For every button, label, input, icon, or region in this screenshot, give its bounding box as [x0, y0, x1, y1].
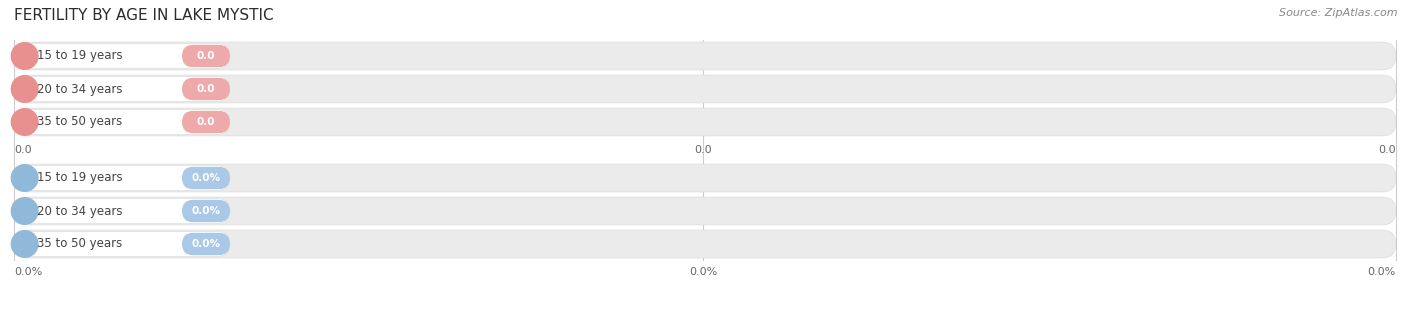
- FancyBboxPatch shape: [14, 197, 1396, 225]
- Ellipse shape: [11, 198, 38, 224]
- FancyBboxPatch shape: [181, 233, 231, 255]
- Ellipse shape: [11, 231, 38, 257]
- Text: 0.0%: 0.0%: [689, 267, 717, 277]
- FancyBboxPatch shape: [181, 111, 231, 133]
- Text: FERTILITY BY AGE IN LAKE MYSTIC: FERTILITY BY AGE IN LAKE MYSTIC: [14, 8, 274, 23]
- Text: 0.0%: 0.0%: [191, 239, 221, 249]
- Text: 15 to 19 years: 15 to 19 years: [37, 172, 122, 184]
- FancyBboxPatch shape: [181, 78, 231, 100]
- FancyBboxPatch shape: [181, 45, 231, 67]
- Text: 0.0%: 0.0%: [14, 267, 42, 277]
- FancyBboxPatch shape: [14, 42, 1396, 70]
- Text: 0.0%: 0.0%: [191, 173, 221, 183]
- FancyBboxPatch shape: [15, 232, 231, 256]
- FancyBboxPatch shape: [15, 199, 231, 223]
- Text: 0.0: 0.0: [14, 145, 31, 155]
- Text: 35 to 50 years: 35 to 50 years: [37, 238, 122, 250]
- Text: 0.0: 0.0: [197, 117, 215, 127]
- FancyBboxPatch shape: [14, 164, 1396, 192]
- Text: 0.0: 0.0: [695, 145, 711, 155]
- Text: 15 to 19 years: 15 to 19 years: [37, 50, 122, 62]
- Text: 0.0: 0.0: [197, 84, 215, 94]
- Text: 35 to 50 years: 35 to 50 years: [37, 115, 122, 128]
- FancyBboxPatch shape: [181, 200, 231, 222]
- Text: 20 to 34 years: 20 to 34 years: [37, 82, 122, 95]
- Text: Source: ZipAtlas.com: Source: ZipAtlas.com: [1279, 8, 1398, 18]
- Text: 0.0: 0.0: [1378, 145, 1396, 155]
- Ellipse shape: [11, 76, 38, 102]
- FancyBboxPatch shape: [15, 44, 231, 68]
- Ellipse shape: [11, 165, 38, 191]
- FancyBboxPatch shape: [14, 230, 1396, 258]
- FancyBboxPatch shape: [14, 108, 1396, 136]
- FancyBboxPatch shape: [15, 110, 231, 134]
- FancyBboxPatch shape: [14, 75, 1396, 103]
- Text: 0.0: 0.0: [197, 51, 215, 61]
- FancyBboxPatch shape: [15, 77, 231, 101]
- Ellipse shape: [11, 109, 38, 135]
- FancyBboxPatch shape: [15, 166, 231, 190]
- Text: 0.0%: 0.0%: [1368, 267, 1396, 277]
- Text: 0.0%: 0.0%: [191, 206, 221, 216]
- FancyBboxPatch shape: [181, 167, 231, 189]
- Ellipse shape: [11, 43, 38, 69]
- Text: 20 to 34 years: 20 to 34 years: [37, 205, 122, 217]
